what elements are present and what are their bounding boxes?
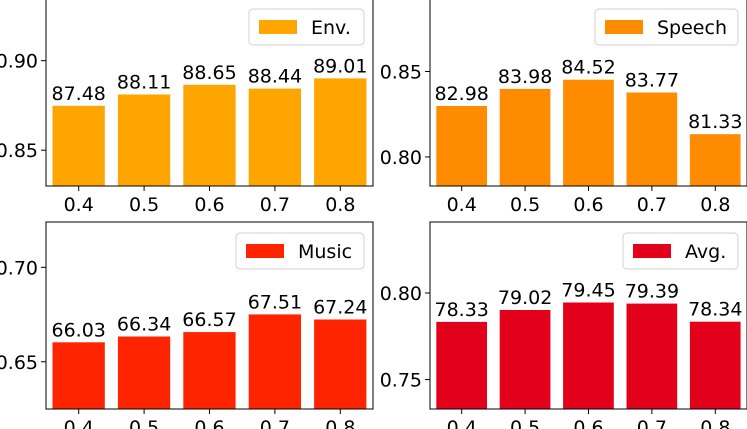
bar-music-0.7 — [248, 314, 301, 409]
x-tick-label-env-0.7: 0.7 — [260, 194, 290, 216]
legend-speech: Speech — [594, 8, 739, 46]
bar-env-0.6 — [183, 84, 236, 186]
bar-music-0.5 — [117, 336, 171, 409]
x-tick-label-speech-0.5: 0.5 — [510, 194, 540, 216]
value-label-env-0.5: 88.11 — [117, 72, 171, 94]
bar-avg-0.7 — [626, 303, 678, 409]
value-label-music-0.4: 66.03 — [51, 319, 105, 341]
legend-swatch-speech — [605, 20, 643, 34]
legend-swatch-env — [259, 20, 297, 34]
bar-avg-0.6 — [563, 302, 614, 409]
bar-speech-0.6 — [563, 79, 614, 186]
bar-speech-0.4 — [436, 106, 487, 186]
x-tick-label-env-0.5: 0.5 — [129, 194, 159, 216]
value-label-music-0.8: 67.24 — [313, 297, 367, 319]
x-tick-label-music-0.4: 0.4 — [64, 417, 94, 429]
value-label-avg-0.5: 79.02 — [498, 287, 552, 309]
bar-music-0.4 — [52, 342, 105, 409]
bar-speech-0.7 — [626, 92, 678, 186]
value-label-avg-0.7: 79.39 — [625, 281, 679, 303]
value-label-speech-0.8: 81.33 — [688, 111, 742, 133]
value-label-avg-0.8: 78.34 — [688, 299, 742, 321]
legend-box-env — [248, 8, 365, 46]
bar-avg-0.8 — [689, 321, 741, 409]
bar-env-0.8 — [314, 78, 367, 186]
value-label-speech-0.6: 84.52 — [561, 57, 615, 79]
legend-box-music — [235, 232, 365, 270]
legend-swatch-avg — [633, 244, 671, 258]
value-label-avg-0.4: 78.33 — [434, 299, 488, 321]
chart-panel-music: 66.03 66.34 66.57 67.51 67.24 0.4 0.5 0.6 0.7 0.8… — [0, 221, 374, 429]
chart-panel-env: 87.48 88.11 88.65 88.44 89.01 0.4 0.5 0.6 0.7 0.8… — [0, 0, 374, 216]
x-tick-label-avg-0.8: 0.8 — [700, 417, 730, 429]
legend-label-env: Env. — [311, 17, 351, 39]
bar-music-0.6 — [183, 332, 236, 409]
value-label-avg-0.6: 79.45 — [561, 280, 615, 302]
x-tick-label-speech-0.8: 0.8 — [700, 194, 730, 216]
y-tick-label-speech-0.85: 0.85 — [380, 62, 422, 84]
legend-env: Env. — [248, 8, 365, 46]
y-tick-label-music-0.65: 0.65 — [0, 352, 38, 374]
x-tick-label-music-0.7: 0.7 — [260, 417, 290, 429]
x-tick-label-music-0.6: 0.6 — [194, 417, 224, 429]
bar-music-0.8 — [314, 319, 367, 409]
y-tick-label-avg-0.80: 0.80 — [380, 283, 422, 305]
x-tick-label-avg-0.5: 0.5 — [510, 417, 540, 429]
legend-label-speech: Speech — [657, 17, 727, 39]
x-tick-label-env-0.6: 0.6 — [194, 194, 224, 216]
x-tick-label-env-0.4: 0.4 — [64, 194, 94, 216]
legend-label-avg: Avg. — [685, 241, 726, 263]
bar-avg-0.5 — [499, 310, 551, 409]
y-tick-label-avg-0.75: 0.75 — [380, 370, 422, 392]
x-tick-label-avg-0.4: 0.4 — [447, 417, 477, 429]
x-tick-label-avg-0.7: 0.7 — [637, 417, 667, 429]
x-tick-label-music-0.8: 0.8 — [325, 417, 355, 429]
y-tick-label-env-0.90: 0.90 — [0, 51, 38, 73]
x-tick-label-music-0.5: 0.5 — [129, 417, 159, 429]
value-label-env-0.8: 89.01 — [313, 55, 367, 77]
value-label-env-0.7: 88.44 — [248, 66, 302, 88]
bar-avg-0.4 — [436, 321, 487, 409]
value-label-music-0.5: 66.34 — [117, 314, 171, 336]
x-tick-label-speech-0.6: 0.6 — [573, 194, 603, 216]
legend-avg: Avg. — [622, 232, 739, 270]
legend-label-music: Music — [298, 241, 352, 263]
y-tick-label-music-0.70: 0.70 — [0, 257, 38, 279]
x-tick-label-env-0.8: 0.8 — [325, 194, 355, 216]
bar-env-0.7 — [248, 88, 301, 186]
bar-speech-0.5 — [499, 88, 551, 186]
bar-env-0.5 — [117, 94, 171, 186]
value-label-speech-0.7: 83.77 — [625, 70, 679, 92]
x-tick-label-speech-0.4: 0.4 — [447, 194, 477, 216]
chart-panel-avg: 78.33 79.02 79.45 79.39 78.34 0.4 0.5 0.6 0.7 0.8… — [380, 221, 747, 429]
x-tick-label-avg-0.6: 0.6 — [573, 417, 603, 429]
bar-speech-0.8 — [689, 134, 741, 186]
value-label-music-0.7: 67.51 — [248, 291, 302, 313]
legend-box-speech — [594, 8, 739, 46]
value-label-env-0.4: 87.48 — [51, 83, 105, 105]
legend-music: Music — [235, 232, 365, 270]
legend-box-avg — [622, 232, 739, 270]
bar-env-0.4 — [52, 105, 105, 186]
x-tick-label-speech-0.7: 0.7 — [637, 194, 667, 216]
legend-swatch-music — [246, 244, 284, 258]
value-label-music-0.6: 66.57 — [182, 309, 236, 331]
value-label-env-0.6: 88.65 — [182, 62, 236, 84]
chart-panel-speech: 82.98 83.98 84.52 83.77 81.33 0.4 0.5 0.6 0.7 0.8… — [380, 0, 747, 216]
y-tick-label-env-0.85: 0.85 — [0, 140, 38, 162]
y-tick-label-speech-0.80: 0.80 — [380, 147, 422, 169]
value-label-speech-0.5: 83.98 — [498, 66, 552, 88]
value-label-speech-0.4: 82.98 — [434, 83, 488, 105]
